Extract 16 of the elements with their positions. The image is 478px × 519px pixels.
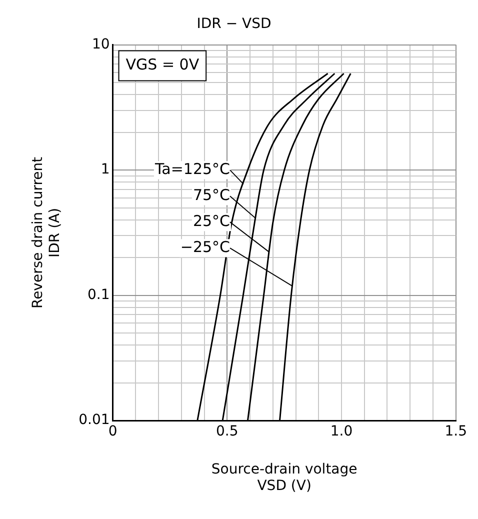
legend-label: 75°C <box>192 186 230 204</box>
x-tick-label: 1.5 <box>444 424 467 440</box>
y-tick-label: 0.01 <box>78 412 110 428</box>
x-tick-label: 1.0 <box>330 424 353 440</box>
text: 25°C <box>192 212 230 230</box>
x-tick-label: 0 <box>108 424 118 440</box>
series-label: Ta=125°C <box>154 160 230 178</box>
y-tick-label: 10 <box>92 36 110 52</box>
x-axis-title: Source-drain voltage VSD (V) <box>211 461 358 494</box>
y-tick-label: 1 <box>100 162 110 178</box>
y-axis-title: Reverse drain current IDR (A) <box>30 156 63 309</box>
text: −25°C <box>180 238 230 256</box>
x-tick-label: 0.5 <box>216 424 238 440</box>
annotation: VGS = 0V <box>126 56 200 74</box>
chart-title: IDR − VSD <box>196 16 272 32</box>
y-tick-label: 0.1 <box>88 286 110 303</box>
